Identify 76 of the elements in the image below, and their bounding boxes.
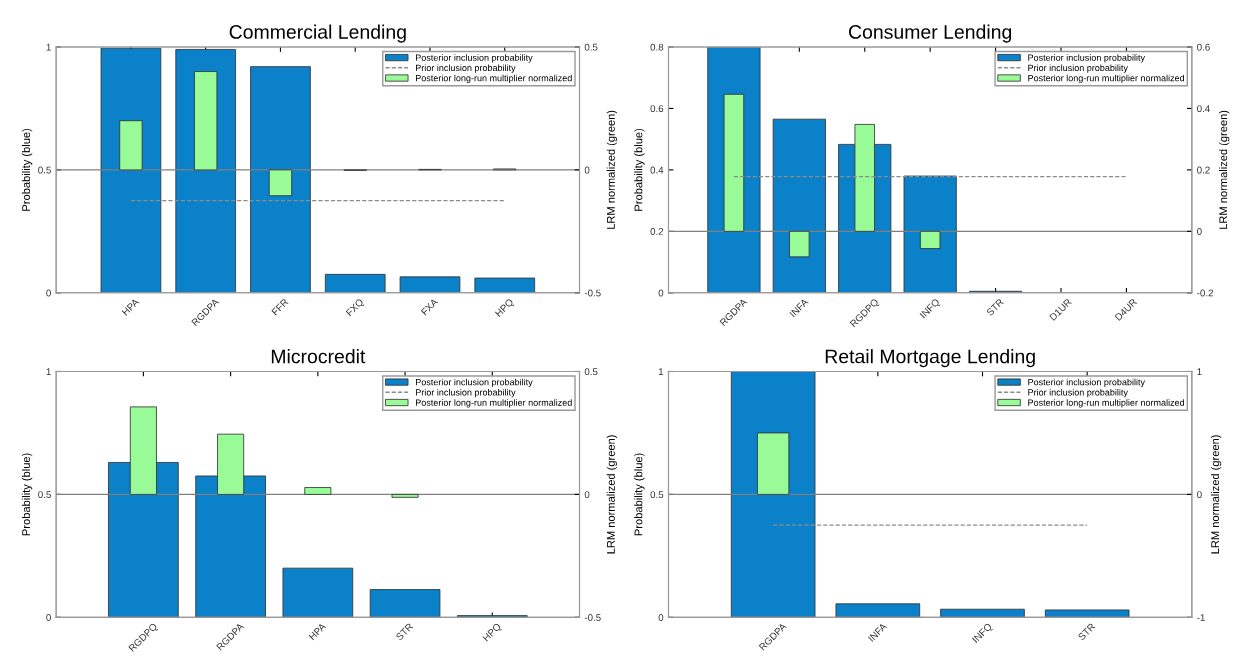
bar (100, 47, 162, 293)
chart-title: Commercial Lending (229, 24, 406, 43)
legend-label: Prior inclusion probability (416, 64, 516, 73)
y-tick-label: 0.2 (650, 228, 664, 235)
y-tick-label: 0.8 (650, 43, 664, 51)
bar (789, 230, 810, 258)
legend-label: Prior inclusion probability (1028, 388, 1128, 398)
legend-label: Posterior inclusion probability (1028, 54, 1145, 63)
y-tick-label: 0 (46, 614, 51, 621)
y-tick-label: 0 (46, 289, 51, 297)
legend-label: Posterior long-run multiplier normalized (1028, 399, 1185, 408)
legend-label: Posterior long-run multiplier normalized (416, 399, 572, 408)
y2-tick-label: 0.2 (1197, 166, 1210, 174)
y-axis-title: Probability (blue) (21, 128, 33, 211)
y2-tick-label: 0 (584, 166, 590, 174)
bar (903, 175, 957, 293)
y2-tick-label: -0.5 (584, 614, 601, 621)
y2-axis-title: LRM normalized (green) (606, 435, 618, 554)
bar (723, 93, 745, 232)
bar (268, 169, 293, 197)
y2-axis-title: LRM normalized (green) (1219, 110, 1230, 229)
y2-tick-label: -1 (1197, 614, 1205, 621)
y-tick-label: 0 (658, 289, 664, 297)
y2-tick-label: 0.5 (584, 368, 598, 376)
chart-title: Consumer Lending (849, 24, 1012, 43)
y2-tick-label: 0.4 (1197, 105, 1210, 113)
y-axis-title: Probability (blue) (634, 453, 645, 536)
x-tick-label: FXA (420, 297, 439, 316)
y-tick-label: 0.5 (38, 491, 51, 499)
bar (772, 118, 826, 293)
y-tick-label: 1 (658, 368, 664, 375)
y-tick-label: 1 (46, 368, 51, 375)
y-tick-label: 0.5 (650, 491, 664, 499)
y2-tick-label: 0.6 (1197, 43, 1210, 51)
y-tick-label: 0 (658, 614, 664, 621)
bar (835, 603, 921, 618)
bar (304, 487, 332, 495)
legend-label: Posterior inclusion probability (416, 54, 533, 63)
legend-label: Prior inclusion probability (416, 388, 516, 398)
legend-label: Posterior inclusion probability (1028, 378, 1145, 388)
legend-label: Prior inclusion probability (1028, 64, 1128, 73)
bar (282, 567, 354, 618)
legend-label: Posterior long-run multiplier normalized (1028, 74, 1185, 84)
y-axis-title: Probability (blue) (634, 128, 645, 211)
y-tick-label: 0.6 (650, 105, 664, 113)
bar (474, 277, 536, 293)
bar (250, 66, 311, 293)
bar (194, 71, 218, 171)
y-tick-label: 0.5 (38, 166, 51, 174)
y2-tick-label: -0.5 (584, 289, 601, 297)
y2-tick-label: 0 (584, 491, 590, 499)
bar (919, 230, 941, 249)
bar (324, 273, 386, 293)
y2-axis-title: LRM normalized (green) (606, 110, 618, 229)
bar (391, 493, 419, 498)
bar (119, 120, 143, 171)
bar (730, 371, 816, 618)
y-axis-title: Probability (blue) (21, 453, 33, 536)
legend-label: Posterior long-run multiplier normalized (416, 74, 572, 84)
y-tick-label: 1 (46, 43, 51, 51)
y2-tick-label: 0 (1197, 228, 1202, 235)
y2-tick-label: 0.5 (584, 43, 598, 51)
y-tick-label: 0.4 (650, 166, 664, 174)
y2-tick-label: -0.2 (1197, 289, 1213, 297)
bar (369, 589, 441, 618)
bar (940, 608, 1025, 618)
chart-title: Microcredit (271, 349, 366, 364)
y2-axis-title: LRM normalized (green) (1210, 435, 1222, 554)
legend-label: Posterior inclusion probability (416, 378, 533, 388)
chart-title: Retail Mortgage Lending (825, 349, 1035, 368)
x-tick-label: HPA (308, 622, 327, 641)
bar (399, 276, 461, 293)
y2-tick-label: 0 (1197, 491, 1202, 499)
y2-tick-label: 1 (1197, 368, 1202, 375)
x-tick-label: HPA (121, 297, 140, 316)
bar (1044, 609, 1130, 618)
